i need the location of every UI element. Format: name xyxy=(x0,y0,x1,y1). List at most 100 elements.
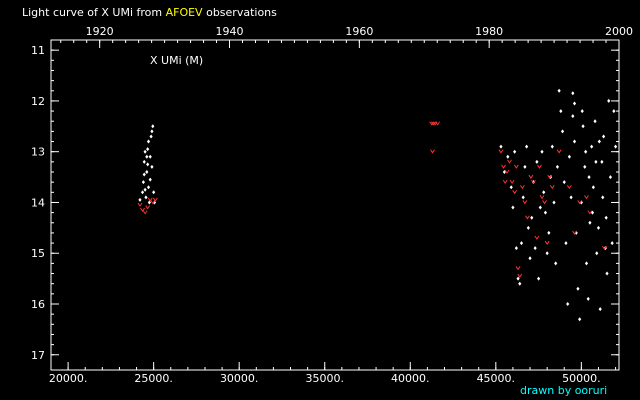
jd-tick-label: 20000. xyxy=(49,372,88,385)
observation-point xyxy=(607,98,611,103)
observation-point xyxy=(511,205,515,210)
observation-point xyxy=(506,154,510,159)
upper-limit-point xyxy=(539,195,545,200)
observation-point xyxy=(144,195,148,200)
observation-point xyxy=(578,317,582,322)
jd-tick-label: 45000. xyxy=(477,372,516,385)
observation-point xyxy=(528,256,532,261)
observation-point xyxy=(566,302,570,306)
mag-tick-label: 12 xyxy=(31,95,45,108)
observation-point xyxy=(608,175,613,180)
observation-point xyxy=(593,119,597,124)
mag-tick-label: 17 xyxy=(31,349,45,362)
observation-point xyxy=(514,246,518,251)
upper-limit-point xyxy=(556,149,562,154)
upper-limit-point xyxy=(542,200,547,205)
title-suffix: observations xyxy=(203,6,278,19)
observation-point xyxy=(530,215,534,220)
plot-frame xyxy=(50,39,620,371)
observation-point xyxy=(146,147,150,152)
observation-point xyxy=(141,180,145,185)
observation-point xyxy=(143,187,147,192)
upper-limit-point xyxy=(430,121,436,126)
mag-tick-label: 11 xyxy=(31,44,45,57)
observation-point xyxy=(576,286,580,291)
observation-point xyxy=(594,159,598,164)
upper-limit-point xyxy=(507,159,512,164)
observation-point xyxy=(521,195,525,200)
upper-limit-point xyxy=(577,200,583,205)
observation-point xyxy=(591,185,595,190)
upper-limit-point xyxy=(544,240,550,245)
upper-limit-point xyxy=(584,195,589,200)
year-tick-label: 1980 xyxy=(475,25,503,38)
observation-point xyxy=(142,172,146,177)
observation-point xyxy=(513,149,517,154)
upper-limit-point xyxy=(502,179,508,185)
observation-point xyxy=(150,164,154,169)
upper-limit-point xyxy=(517,273,523,278)
upper-limit-point xyxy=(512,190,518,195)
upper-limit-point xyxy=(429,121,435,126)
observation-point xyxy=(564,241,568,246)
upper-limit-point xyxy=(498,149,504,154)
observation-point xyxy=(560,129,565,134)
upper-limit-point xyxy=(513,164,519,169)
observation-point xyxy=(605,271,609,276)
series-label: X UMi (M) xyxy=(150,54,203,67)
upper-limit-point xyxy=(150,200,156,205)
observation-point xyxy=(574,230,578,235)
upper-limit-point xyxy=(142,210,148,215)
observation-point xyxy=(151,124,155,129)
upper-limit-point xyxy=(528,174,534,179)
observation-point xyxy=(152,190,156,195)
observation-point xyxy=(572,101,577,106)
observation-point xyxy=(146,139,151,144)
observation-point xyxy=(597,139,601,144)
observation-point xyxy=(583,164,587,169)
mag-tick-label: 15 xyxy=(31,247,45,260)
observation-point xyxy=(580,109,584,114)
axis-ticks xyxy=(50,40,620,370)
jd-tick-label: 35000. xyxy=(305,372,344,385)
upper-limit-point xyxy=(519,184,525,190)
year-tick-label: 1960 xyxy=(345,25,373,38)
mag-tick-label: 16 xyxy=(31,298,45,311)
observation-point xyxy=(519,241,524,246)
observation-point xyxy=(499,144,503,149)
mag-tick-label: 14 xyxy=(31,196,45,209)
observation-point xyxy=(149,134,153,139)
observation-point xyxy=(571,91,575,96)
upper-limit-points xyxy=(137,121,607,278)
observation-point xyxy=(596,225,601,230)
upper-limit-point xyxy=(515,266,521,271)
year-tick-label: 1940 xyxy=(216,25,244,38)
observation-point xyxy=(536,276,541,281)
upper-limit-point xyxy=(501,164,506,169)
observation-point xyxy=(143,149,147,154)
chart-title: Light curve of X UMi from AFOEV observat… xyxy=(22,6,277,19)
observation-point xyxy=(148,177,152,182)
observation-point xyxy=(587,175,591,180)
observation-point xyxy=(516,276,520,281)
upper-limit-point xyxy=(509,179,515,185)
observation-point xyxy=(600,159,604,164)
upper-limit-point xyxy=(430,149,435,154)
observation-point xyxy=(559,109,563,114)
observation-point xyxy=(567,154,571,159)
year-tick-label: 1920 xyxy=(86,25,114,38)
observation-point xyxy=(584,149,588,154)
observation-point xyxy=(584,261,589,266)
observation-point xyxy=(602,134,606,139)
observation-point xyxy=(552,200,556,205)
observation-point xyxy=(509,185,513,190)
upper-limit-point xyxy=(549,184,555,190)
observation-point xyxy=(590,144,594,149)
observation-point xyxy=(613,144,618,149)
observation-point xyxy=(586,296,590,301)
observation-point xyxy=(595,251,599,256)
upper-limit-point xyxy=(566,184,572,190)
jd-tick-label: 25000. xyxy=(134,372,173,385)
observation-point xyxy=(145,170,149,174)
observation-point xyxy=(571,114,575,119)
